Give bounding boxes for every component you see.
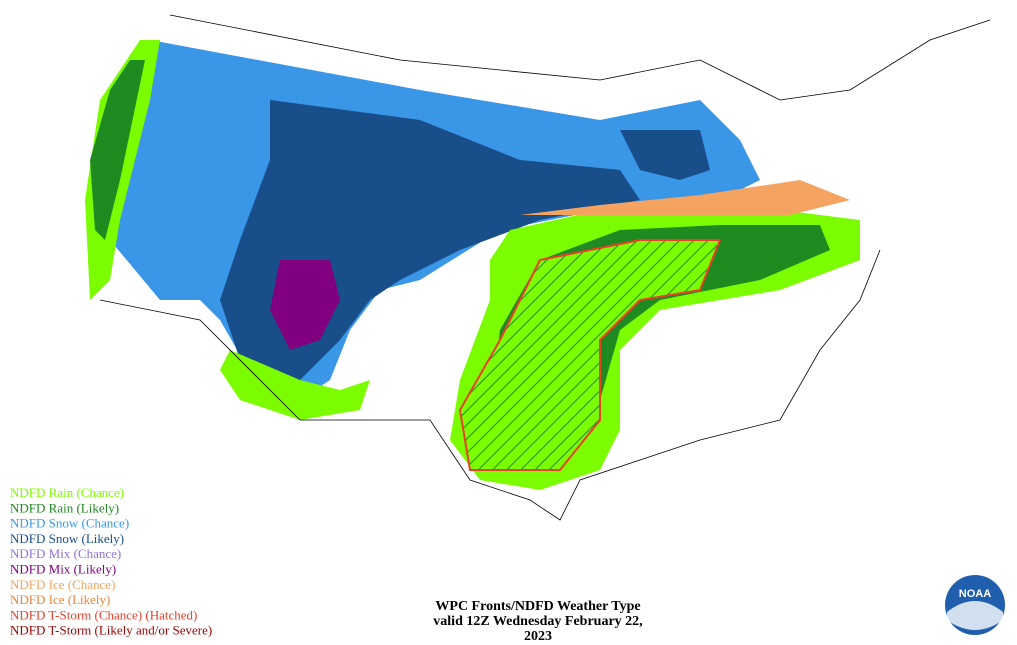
ice-chance [520,180,850,215]
precip-areas [85,14,991,521]
logo-text: NOAA [959,588,991,600]
rain-likely-west [90,60,145,240]
mix-likely [270,260,340,350]
tstorm-chance [458,239,722,471]
noaa-logo: NOAA [945,575,1005,635]
title-line: 2023 [524,629,552,644]
logo-wave [947,601,1003,630]
legend: NDFD Rain (Chance)NDFD Rain (Likely)NDFD… [10,485,212,638]
snow-likely-lakes [620,130,710,180]
legend-entry: NDFD Ice (Chance) [10,577,115,592]
legend-entry: NDFD Snow (Likely) [10,531,124,546]
title-line: WPC Fronts/NDFD Weather Type [435,599,640,614]
legend-entry: NDFD Rain (Chance) [10,485,124,500]
legend-entry: NDFD Mix (Likely) [10,562,116,577]
canada-border [169,14,991,101]
legend-entry: NDFD Mix (Chance) [10,546,121,561]
title-line: valid 12Z Wednesday February 22, [433,614,642,629]
legend-entry: NDFD Rain (Likely) [10,500,119,515]
legend-entry: NDFD Ice (Likely) [10,592,110,607]
legend-entry: NDFD T-Storm (Chance) (Hatched) [10,607,197,622]
legend-entry: NDFD Snow (Chance) [10,516,129,531]
coast-border [99,249,881,521]
legend-entry: NDFD T-Storm (Likely and/or Severe) [10,623,212,638]
rain-chance-sw [220,350,370,420]
